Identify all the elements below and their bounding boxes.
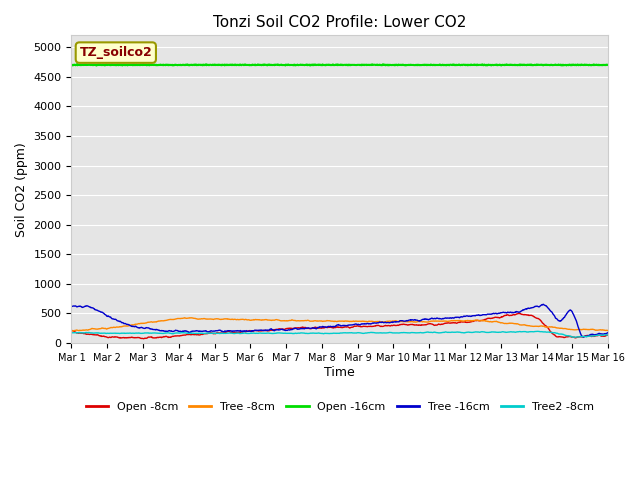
Tree -16cm: [423, 316, 431, 322]
Tree -16cm: [540, 301, 547, 307]
Open -16cm: [493, 62, 501, 68]
Tree2 -8cm: [187, 330, 195, 336]
Tree2 -8cm: [174, 330, 182, 336]
Line: Open -16cm: Open -16cm: [72, 64, 608, 65]
Tree -8cm: [188, 315, 195, 321]
Tree2 -8cm: [68, 330, 76, 336]
Title: Tonzi Soil CO2 Profile: Lower CO2: Tonzi Soil CO2 Profile: Lower CO2: [213, 15, 467, 30]
Legend: Open -8cm, Tree -8cm, Open -16cm, Tree -16cm, Tree2 -8cm: Open -8cm, Tree -8cm, Open -16cm, Tree -…: [81, 398, 598, 417]
Open -8cm: [247, 328, 255, 334]
Open -8cm: [68, 328, 76, 334]
Tree2 -8cm: [533, 328, 541, 334]
Tree2 -8cm: [423, 329, 431, 335]
Tree -8cm: [68, 328, 76, 334]
Tree -8cm: [604, 327, 612, 333]
Tree2 -8cm: [493, 329, 500, 335]
Line: Open -8cm: Open -8cm: [72, 313, 608, 339]
Tree2 -8cm: [604, 332, 612, 338]
Tree2 -8cm: [571, 334, 579, 340]
Open -8cm: [423, 321, 431, 327]
Open -16cm: [68, 62, 76, 68]
Tree -8cm: [248, 317, 255, 323]
Tree -16cm: [541, 302, 548, 308]
Open -8cm: [140, 336, 148, 342]
Tree -8cm: [174, 316, 182, 322]
Text: TZ_soilco2: TZ_soilco2: [79, 46, 152, 59]
Open -16cm: [73, 61, 81, 67]
Open -8cm: [541, 323, 549, 328]
Tree -16cm: [580, 334, 588, 340]
Tree -16cm: [174, 328, 182, 334]
X-axis label: Time: Time: [324, 365, 355, 379]
Open -8cm: [493, 315, 501, 321]
Open -16cm: [541, 62, 548, 68]
Tree -8cm: [181, 315, 189, 321]
Tree -16cm: [68, 303, 76, 309]
Open -8cm: [515, 311, 523, 316]
Y-axis label: Soil CO2 (ppm): Soil CO2 (ppm): [15, 142, 28, 237]
Open -16cm: [423, 62, 431, 68]
Open -8cm: [188, 332, 195, 337]
Tree -8cm: [541, 324, 549, 330]
Line: Tree2 -8cm: Tree2 -8cm: [72, 331, 608, 337]
Tree -8cm: [68, 328, 76, 334]
Open -8cm: [174, 333, 182, 339]
Tree -16cm: [247, 328, 255, 334]
Open -16cm: [174, 62, 182, 68]
Open -16cm: [559, 62, 567, 68]
Open -16cm: [247, 62, 255, 68]
Tree -16cm: [604, 330, 612, 336]
Tree -16cm: [493, 311, 500, 317]
Line: Tree -16cm: Tree -16cm: [72, 304, 608, 337]
Open -16cm: [604, 62, 612, 68]
Tree -16cm: [187, 329, 195, 335]
Tree2 -8cm: [541, 329, 548, 335]
Open -16cm: [188, 62, 195, 68]
Line: Tree -8cm: Tree -8cm: [72, 318, 608, 331]
Tree -8cm: [494, 319, 502, 325]
Tree2 -8cm: [247, 330, 255, 336]
Open -8cm: [604, 332, 612, 338]
Tree -8cm: [424, 319, 431, 325]
